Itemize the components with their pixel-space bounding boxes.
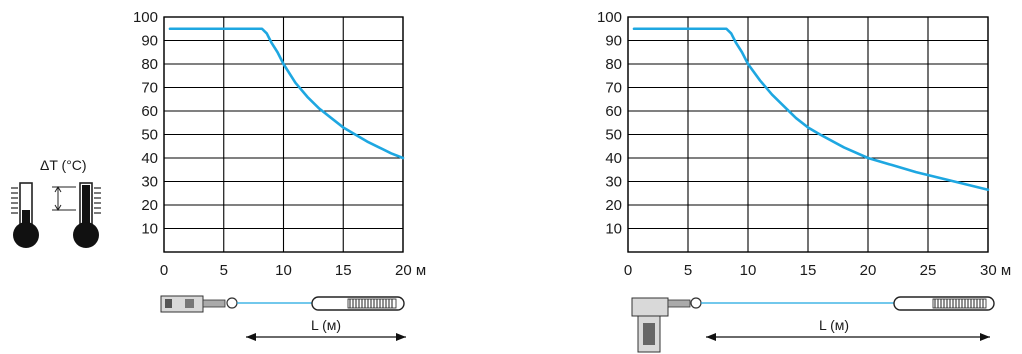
y-tick-label: 50 [605,127,622,144]
y-tick-label: 90 [605,33,622,50]
series-line [632,27,990,192]
y-tick-label: 40 [141,150,158,167]
y-tick-label: 20 [605,197,622,214]
thermometer-high-icon [73,182,101,248]
y-tick-label: 50 [141,127,158,144]
x-tick-label: 20 [860,262,877,279]
x-tick-label: 10 [740,262,757,279]
x-tick-label: 5 [220,262,228,279]
delta-t-bracket-icon [52,186,76,211]
y-tick-label: 70 [605,80,622,97]
y-tick-label: 30 [141,174,158,191]
plot-frame [627,16,989,253]
x-tick-label: 30 м [980,262,1011,279]
cable-switch-diagram-left: L (м) [160,295,406,341]
y-tick-label: 90 [141,33,158,50]
y-tick-label: 80 [605,56,622,73]
length-dimension-arrow [246,333,406,341]
y-tick-label: 70 [141,80,158,97]
y-tick-label: 100 [133,9,158,26]
y-tick-label: 30 [605,174,622,191]
plot-frame [163,16,404,253]
thermometer-low-icon [11,182,39,248]
chart-right: 10 20 30 40 50 60 70 80 90 100 0 5 10 15 20 25 30 м [597,9,1011,279]
x-tick-label: 0 [160,262,168,279]
x-tick-label: 20 м [395,262,426,279]
y-tick-label: 80 [141,56,158,73]
x-tick-label: 25 [920,262,937,279]
x-tick-label: 10 [275,262,292,279]
cable-switch-diagram-right: L (м) [631,296,995,353]
x-tick-label: 5 [684,262,692,279]
y-tick-label: 40 [605,150,622,167]
series-line [168,27,405,160]
x-tick-label: 15 [335,262,352,279]
length-dimension-arrow [706,333,990,341]
y-tick-label: 60 [605,103,622,120]
length-label-left: L (м) [311,317,341,333]
delta-t-legend: ΔT (°C) [11,157,101,248]
y-tick-label: 100 [597,9,622,26]
y-tick-label: 20 [141,197,158,214]
delta-t-label: ΔT (°C) [40,157,87,173]
x-tick-label: 0 [624,262,632,279]
y-tick-label: 10 [141,221,158,238]
y-tick-label: 60 [141,103,158,120]
x-tick-label: 15 [800,262,817,279]
switch-device-icon [160,295,238,313]
tension-spring-icon [893,296,995,311]
chart-left: 10 20 30 40 50 60 70 80 90 100 0 5 10 15 20 м [133,9,426,279]
y-tick-label: 10 [605,221,622,238]
switch-device-icon [631,297,702,353]
length-label-right: L (м) [819,317,849,333]
tension-spring-icon [311,296,405,311]
